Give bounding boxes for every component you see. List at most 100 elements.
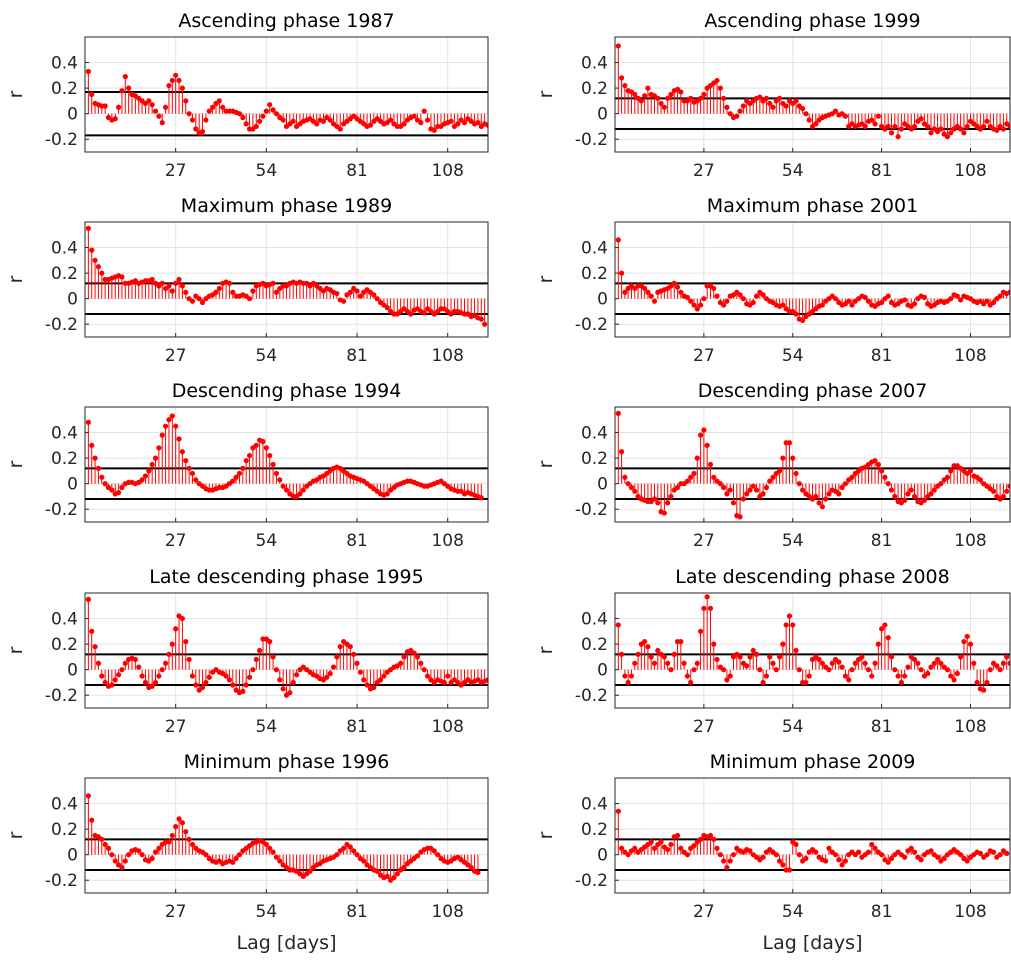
- stem-marker: [869, 117, 875, 123]
- stem-marker: [678, 289, 684, 295]
- plot-content: [85, 778, 488, 883]
- stem-marker: [977, 477, 983, 483]
- stem-marker: [869, 841, 875, 848]
- stem-marker: [260, 113, 266, 119]
- stem-marker: [411, 113, 417, 119]
- stem-marker: [203, 679, 209, 686]
- y-tick-label: 0.2: [51, 635, 78, 655]
- stem-marker: [816, 500, 822, 506]
- stem-marker: [273, 470, 280, 477]
- stem-marker: [448, 118, 454, 124]
- plot-content: [615, 593, 1010, 693]
- stem-marker: [674, 484, 681, 491]
- stem-marker: [661, 654, 667, 660]
- stem-marker: [928, 491, 934, 497]
- axes-box: [84, 406, 489, 523]
- stem-marker: [872, 660, 878, 666]
- stem-marker: [879, 299, 885, 306]
- stem-marker: [875, 641, 881, 647]
- stem-marker: [987, 667, 993, 673]
- stem-marker: [832, 296, 839, 302]
- stem-marker: [796, 852, 802, 858]
- stem-marker: [665, 95, 671, 101]
- stem-marker: [888, 130, 895, 136]
- panel-title: Ascending phase 1987: [178, 10, 394, 32]
- stem-marker: [139, 477, 145, 483]
- panel: Descending phase 1994 r -0.2 0 0.2 0.4 27 54 81 1…: [5, 380, 489, 551]
- stem-marker: [651, 298, 658, 304]
- stem-marker: [115, 104, 122, 110]
- stem-marker: [750, 299, 756, 306]
- stem-marker: [806, 117, 812, 123]
- stem-marker: [888, 487, 895, 493]
- stem-marker: [925, 670, 931, 677]
- stem-marker: [166, 82, 172, 89]
- stem-marker: [730, 500, 737, 506]
- stem-marker: [780, 641, 786, 647]
- stem-marker: [958, 654, 964, 660]
- stem-marker: [721, 302, 727, 308]
- stem-marker: [911, 849, 918, 855]
- stem-marker: [337, 126, 343, 132]
- x-tick-label: 108: [954, 717, 986, 737]
- y-axis-label: r: [535, 90, 557, 98]
- y-tick-label: 0.2: [51, 820, 78, 840]
- stem-marker: [724, 677, 730, 683]
- y-tick-label: 0: [597, 105, 608, 125]
- stem-marker: [727, 111, 733, 117]
- stem-marker: [776, 858, 783, 864]
- stem-marker: [783, 103, 789, 109]
- stem-marker: [357, 669, 363, 675]
- stem-marker: [102, 841, 108, 848]
- stem-marker: [648, 839, 654, 845]
- stem-marker: [842, 481, 849, 487]
- stem-marker: [823, 496, 829, 502]
- stem-marker: [152, 455, 159, 461]
- stem-marker: [159, 432, 165, 438]
- stem-marker: [421, 667, 427, 673]
- stem-marker: [384, 305, 390, 311]
- stem-marker: [648, 293, 654, 299]
- stem-marker: [149, 276, 155, 283]
- stem-marker: [424, 117, 431, 123]
- stem-marker: [1004, 654, 1010, 660]
- stem-marker: [183, 289, 189, 295]
- stem-marker: [186, 656, 192, 663]
- stem-marker: [347, 289, 353, 295]
- stem-marker: [928, 664, 934, 670]
- stem-marker: [226, 280, 233, 286]
- plot-area: [615, 222, 1010, 337]
- stem-marker: [730, 852, 737, 858]
- stem-marker: [819, 660, 825, 666]
- stem-marker: [961, 130, 967, 136]
- x-tick-label: 54: [782, 902, 804, 922]
- stem-marker: [166, 839, 172, 845]
- stem-marker: [622, 289, 628, 295]
- stem-marker: [347, 844, 353, 850]
- stem-marker: [173, 72, 179, 78]
- stem-marker: [189, 673, 196, 679]
- axes-box: [84, 777, 489, 894]
- x-tick-label: 27: [693, 346, 715, 366]
- stem-marker: [642, 93, 648, 99]
- y-tick-label: 0.4: [51, 610, 78, 630]
- stem-marker: [642, 638, 648, 645]
- stem-marker: [875, 113, 881, 119]
- stem-marker: [753, 487, 760, 493]
- stem-marker: [714, 293, 720, 299]
- stem-marker: [414, 654, 421, 660]
- stem-marker: [938, 481, 944, 487]
- stem-marker: [260, 438, 266, 445]
- stem-marker: [193, 126, 199, 132]
- stem-marker: [678, 845, 684, 851]
- stem-marker: [236, 852, 243, 858]
- stem-marker: [330, 664, 337, 670]
- stem-marker: [199, 128, 206, 135]
- stem-marker: [958, 297, 964, 303]
- panel: Late descending phase 2008 r -0.2 0 0.2 0.4 27…: [535, 566, 1011, 737]
- stem-marker: [1000, 126, 1007, 132]
- stem-marker: [836, 491, 842, 497]
- stem-marker: [186, 111, 192, 117]
- stem-marker: [796, 481, 802, 487]
- stem-marker: [829, 660, 835, 666]
